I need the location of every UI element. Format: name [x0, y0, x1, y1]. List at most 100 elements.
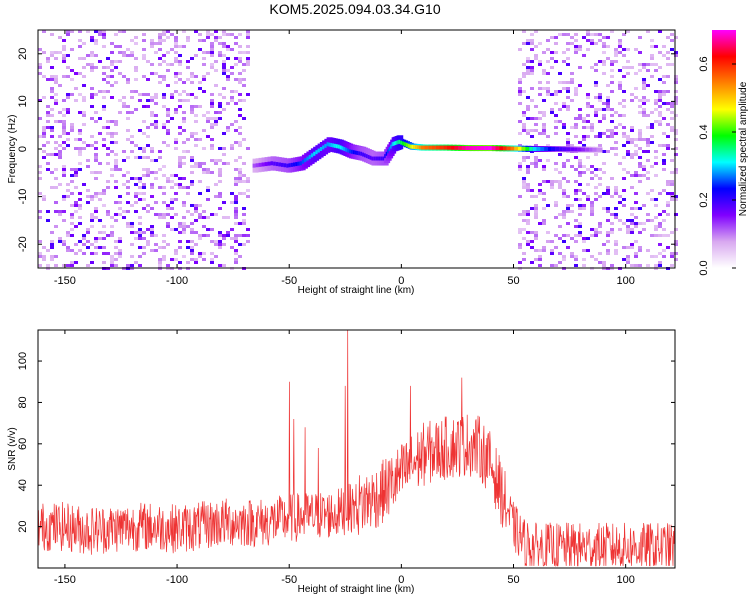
spectrogram-cell	[618, 201, 622, 204]
spectrogram-cell	[598, 261, 602, 264]
spectrogram-cell	[74, 186, 78, 189]
spectrogram-cell	[174, 111, 178, 114]
spectrogram-cell	[654, 228, 658, 231]
spectrogram-cell	[574, 189, 578, 192]
spectrogram-cell	[90, 66, 94, 69]
spectrogram-cell	[538, 111, 542, 114]
spectrogram-cell	[670, 39, 674, 42]
spectrogram-cell	[590, 177, 594, 180]
spectrogram-cell	[74, 147, 78, 150]
spectrogram-cell	[126, 129, 130, 132]
x-tick-label: 100	[616, 275, 634, 287]
spectrogram-cell	[126, 156, 130, 159]
spectrogram-cell	[54, 153, 58, 156]
spectrogram-cell	[102, 192, 106, 195]
spectrogram-cell	[566, 132, 570, 135]
spectrogram-cell	[154, 72, 158, 75]
spectrogram-cell	[522, 75, 526, 78]
spectrogram-cell	[146, 78, 150, 81]
spectrogram-cell	[158, 258, 162, 261]
spectrogram-cell	[598, 33, 602, 36]
spectrogram-cell	[146, 105, 150, 108]
spectrogram-cell	[38, 171, 42, 174]
spectrogram-cell	[246, 63, 250, 66]
spectrogram-cell	[606, 135, 610, 138]
spectrogram-cell	[62, 240, 66, 243]
spectrogram-cell	[182, 30, 186, 33]
spectrogram-cell	[158, 213, 162, 216]
spectrogram-cell	[242, 219, 246, 222]
spectrogram-cell	[582, 207, 586, 210]
spectrogram-cell	[38, 216, 42, 219]
spectrogram-cell	[202, 216, 206, 219]
spectrogram-cell	[142, 156, 146, 159]
spectrogram-cell	[574, 168, 578, 171]
spectrogram-cell	[654, 108, 658, 111]
spectrogram-cell	[186, 225, 190, 228]
spectrogram-cell	[174, 198, 178, 201]
spectrogram-cell	[98, 30, 102, 33]
spectrogram-cell	[638, 180, 642, 183]
spectrogram-cell	[70, 213, 74, 216]
spectrogram-cell	[46, 264, 50, 267]
spectrogram-cell	[674, 90, 678, 93]
spectrogram-cell	[210, 144, 214, 147]
spectrogram-cell	[662, 132, 666, 135]
spectrogram-cell	[530, 129, 534, 132]
ridge-cell	[506, 146, 513, 151]
spectrogram-cell	[558, 90, 562, 93]
spectrogram-cell	[174, 138, 178, 141]
spectrogram-cell	[122, 54, 126, 57]
spectrogram-cell	[586, 39, 590, 42]
spectrogram-cell	[626, 171, 630, 174]
spectrogram-cell	[194, 105, 198, 108]
spectrogram-cell	[642, 81, 646, 84]
spectrogram-cell	[210, 261, 214, 264]
spectrogram-cell	[106, 126, 110, 129]
spectrogram-cell	[590, 255, 594, 258]
spectrogram-cell	[134, 69, 138, 72]
spectrogram-cell	[130, 225, 134, 228]
spectrogram-cell	[166, 114, 170, 117]
spectrogram-cell	[190, 228, 194, 231]
spectrogram-cell	[102, 261, 106, 264]
spectrogram-cell	[658, 222, 662, 225]
spectrogram-cell	[94, 39, 98, 42]
spectrogram-cell	[150, 171, 154, 174]
spectrogram-cell	[38, 72, 42, 75]
spectrogram-cell	[130, 111, 134, 114]
spectrogram-cell	[238, 45, 242, 48]
spectrogram-cell	[162, 123, 166, 126]
spectrogram-cell	[598, 195, 602, 198]
spectrogram-cell	[78, 111, 82, 114]
spectrogram-cell	[178, 159, 182, 162]
spectrogram-cell	[38, 252, 42, 255]
spectrogram-cell	[202, 78, 206, 81]
spectrogram-cell	[622, 246, 626, 249]
spectrogram-cell	[174, 258, 178, 261]
ridge-cell	[581, 147, 588, 152]
spectrogram-cell	[638, 165, 642, 168]
spectrogram-cell	[186, 78, 190, 81]
spectrogram-cell	[626, 135, 630, 138]
spectrogram-cell	[110, 96, 114, 99]
spectrogram-cell	[110, 42, 114, 45]
spectrogram-cell	[54, 141, 58, 144]
ridge-cell	[551, 147, 558, 151]
spectrogram-cell	[174, 147, 178, 150]
spectrogram-cell	[234, 36, 238, 39]
spectrogram-cell	[614, 60, 618, 63]
spectrogram-cell	[190, 249, 194, 252]
spectrogram-cell	[162, 255, 166, 258]
spectrogram-cell	[222, 243, 226, 246]
spectrogram-cell	[606, 186, 610, 189]
spectrogram-cell	[194, 261, 198, 264]
spectrogram-cell	[126, 138, 130, 141]
spectrogram-cell	[66, 234, 70, 237]
ridge-cell	[495, 146, 502, 151]
spectrogram-cell	[566, 141, 570, 144]
spectrogram-cell	[622, 258, 626, 261]
ridge-cell	[559, 147, 566, 152]
spectrogram-cell	[162, 258, 166, 261]
spectrogram-cell	[662, 228, 666, 231]
